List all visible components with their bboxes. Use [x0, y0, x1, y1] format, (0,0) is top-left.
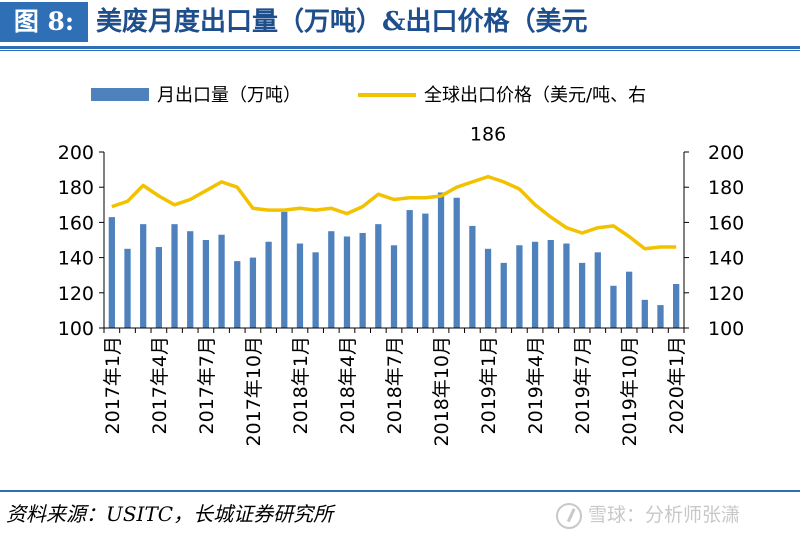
- watermark: 雪球：分析师张潇: [556, 500, 740, 529]
- bar: [140, 224, 147, 328]
- bar: [359, 232, 366, 328]
- right-tick-label: 200: [708, 142, 744, 164]
- x-tick-label: 2020年1月: [666, 336, 688, 434]
- x-tick-label: 2019年4月: [525, 336, 547, 434]
- bar: [296, 243, 304, 328]
- source-note: 资料来源：USITC，长城证券研究所: [6, 502, 334, 526]
- right-tick-label: 180: [708, 177, 744, 199]
- x-tick-label: 2018年10月: [431, 336, 453, 447]
- bar: [594, 252, 601, 328]
- bar: [265, 241, 272, 328]
- bar: [578, 262, 586, 328]
- legend-label-line: 全球出口价格（美元/吨、右: [424, 85, 646, 106]
- bar: [171, 224, 178, 328]
- right-tick-label: 120: [708, 283, 744, 305]
- bar: [531, 241, 539, 328]
- header-rule-thin: [0, 50, 800, 51]
- x-tick-label: 2017年7月: [196, 336, 218, 434]
- x-tick-label: 2017年10月: [243, 336, 265, 447]
- x-tick-label: 2019年7月: [572, 336, 594, 434]
- bar: [328, 231, 335, 328]
- left-tick-label: 140: [58, 248, 94, 270]
- watermark-text: 雪球：分析师张潇: [588, 504, 741, 526]
- bar: [673, 284, 680, 328]
- bar: [437, 192, 445, 328]
- bar: [124, 248, 131, 328]
- bar: [641, 299, 648, 328]
- bar: [312, 252, 319, 328]
- bar: [187, 231, 194, 328]
- bar: [249, 257, 257, 328]
- x-tick-label: 2017年4月: [149, 336, 171, 434]
- bar: [484, 248, 492, 328]
- bar: [657, 305, 664, 328]
- bar: [390, 245, 398, 328]
- bar: [406, 210, 413, 328]
- right-tick-label: 140: [708, 248, 744, 270]
- figure-title: 美废月度出口量（万吨）&出口价格（美元: [96, 7, 588, 37]
- right-tick-label: 160: [708, 212, 744, 234]
- bar: [343, 236, 351, 328]
- x-tick-label: 2019年1月: [478, 336, 500, 434]
- left-tick-label: 200: [58, 142, 94, 164]
- bar: [500, 262, 507, 328]
- legend-label-bar: 月出口量（万吨）: [157, 85, 301, 106]
- bar: [626, 271, 633, 328]
- bar: [202, 240, 210, 328]
- price-line: [111, 174, 677, 251]
- x-tick-label: 2019年10月: [619, 336, 641, 447]
- right-tick-label: 100: [708, 318, 744, 340]
- bar: [516, 245, 523, 328]
- left-tick-label: 100: [58, 318, 94, 340]
- bar: [610, 285, 617, 328]
- header-rule: [0, 46, 800, 49]
- bar: [563, 243, 570, 328]
- left-tick-label: 120: [58, 283, 94, 305]
- bar: [375, 224, 382, 328]
- left-tick-label: 160: [58, 212, 94, 234]
- bar: [281, 211, 288, 328]
- snowball-logo-icon: [556, 502, 582, 529]
- x-tick-label: 2018年1月: [290, 336, 312, 434]
- bar: [108, 217, 115, 328]
- bar: [155, 247, 162, 328]
- x-tick-label: 2018年4月: [337, 336, 359, 434]
- left-tick-label: 180: [58, 177, 94, 199]
- x-tick-label: 2018年7月: [384, 336, 406, 434]
- bar: [547, 240, 554, 328]
- figure-header: 图 8: 美废月度出口量（万吨）&出口价格（美元: [0, 0, 800, 44]
- bar: [234, 261, 241, 328]
- footer-rule: [0, 490, 800, 492]
- x-tick-label: 2017年1月: [102, 336, 124, 434]
- bar: [218, 234, 225, 328]
- bar: [422, 213, 429, 328]
- legend-swatch-bar: [91, 88, 149, 101]
- bar: [469, 225, 476, 328]
- bar: [453, 197, 460, 328]
- peak-annotation: 186: [470, 124, 506, 146]
- figure-label: 图 8:: [0, 2, 88, 42]
